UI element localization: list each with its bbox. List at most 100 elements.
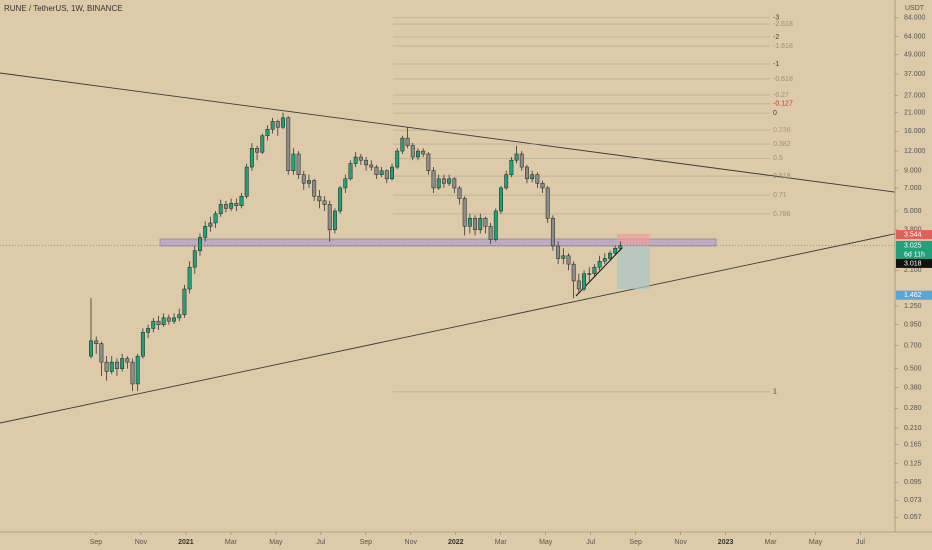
y-tick-label: 37.000 <box>904 71 926 78</box>
fib-label: -1 <box>773 61 779 68</box>
y-tick-label: 49.000 <box>904 52 926 59</box>
candle-body <box>556 245 561 259</box>
fib-label: -1.618 <box>773 43 793 50</box>
candle-body <box>172 317 176 322</box>
candle-body <box>286 117 291 172</box>
candle-body <box>540 182 545 189</box>
y-tick-label: 84.000 <box>904 15 926 22</box>
candle-body <box>281 117 285 128</box>
chart-title: RUNE / TetherUS, 1W, BINANCE <box>4 4 123 13</box>
candle-body <box>166 317 171 322</box>
candle-body <box>478 217 483 231</box>
candle-body <box>332 210 337 231</box>
fib-label: 0.382 <box>773 141 791 148</box>
y-tick-label: 0.380 <box>904 384 922 391</box>
countdown: 6d 11h <box>904 251 925 258</box>
candle-body <box>467 217 472 227</box>
candle-body <box>89 340 93 357</box>
candle-body <box>488 226 493 240</box>
candle-body <box>587 273 592 275</box>
candle-body <box>608 252 612 259</box>
candle-body <box>140 332 145 357</box>
price-marker: 3.544 <box>904 231 922 238</box>
fib-label: 0.618 <box>773 173 791 180</box>
y-tick-label: 27.000 <box>904 92 926 99</box>
candle-body <box>317 196 322 202</box>
candle-body <box>343 178 348 189</box>
candle-body <box>275 121 280 128</box>
candle-body <box>405 137 410 146</box>
candle-body <box>99 343 104 363</box>
x-tick-label: Mar <box>495 539 508 546</box>
candle-body <box>379 170 384 175</box>
y-tick-label: 0.280 <box>904 405 922 412</box>
reward-box <box>617 246 650 289</box>
candle-body <box>307 180 311 184</box>
price-marker-box <box>896 258 932 268</box>
candle-body <box>192 250 197 268</box>
candle-body <box>410 145 415 158</box>
y-tick-label: 0.057 <box>904 514 922 521</box>
x-tick-label: Mar <box>225 539 238 546</box>
y-tick-label: 0.210 <box>904 425 922 432</box>
fib-label: -3 <box>773 15 779 22</box>
y-tick-label: 0.950 <box>904 322 922 329</box>
candle-body <box>457 187 462 199</box>
candle-body <box>483 217 488 227</box>
candle-body <box>182 288 187 315</box>
candle-body <box>441 178 446 184</box>
candle-body <box>358 156 363 161</box>
candle-body <box>561 255 566 259</box>
x-tick-label: Jul <box>316 539 325 546</box>
candle-body <box>416 150 420 158</box>
candle-body <box>452 178 457 189</box>
candle-body <box>208 222 213 227</box>
candle-body <box>296 153 301 175</box>
candle-body <box>421 150 426 155</box>
y-tick-label: 12.000 <box>904 148 926 155</box>
fib-label: 0.786 <box>773 211 791 218</box>
x-tick-label: Jul <box>856 539 865 546</box>
candle-body <box>431 170 436 189</box>
candle-body <box>390 166 394 180</box>
candle-body <box>576 280 581 290</box>
candle-body <box>223 204 228 209</box>
y-tick-label: 0.700 <box>904 342 922 349</box>
candle-body <box>104 361 109 372</box>
candle-body <box>364 159 369 166</box>
price-marker: 1.462 <box>904 292 922 299</box>
candle-body <box>229 202 234 209</box>
candle-body <box>582 273 586 290</box>
candle-body <box>146 328 151 333</box>
price-marker: 3.018 <box>904 260 922 267</box>
price-axis <box>895 0 932 550</box>
y-tick-label: 21.000 <box>904 110 926 117</box>
y-tick-label: 0.500 <box>904 365 922 372</box>
candle-body <box>249 148 254 168</box>
candle-body <box>260 135 265 153</box>
candle-body <box>135 355 140 385</box>
candle-body <box>530 174 535 180</box>
y-tick-label: 7.000 <box>904 185 922 192</box>
candle-body <box>473 217 478 231</box>
x-tick-label: Sep <box>360 539 373 546</box>
x-tick-label: Nov <box>674 539 687 546</box>
y-tick-label: 16.000 <box>904 128 926 135</box>
x-tick-label: May <box>539 539 553 546</box>
candle-body <box>613 248 618 254</box>
x-tick-label: 2021 <box>178 539 194 546</box>
candle-body <box>462 198 467 227</box>
candle-body <box>369 164 374 168</box>
y-tick-label: 9.000 <box>904 168 922 175</box>
y-tick-label: 0.165 <box>904 441 922 448</box>
candle-body <box>151 320 156 329</box>
candle-body <box>550 217 555 247</box>
candle-body <box>120 358 125 369</box>
fib-label: 0.5 <box>773 155 783 162</box>
candle-body <box>234 202 239 206</box>
candle-body <box>265 129 270 137</box>
lower-trendline <box>0 225 932 424</box>
candle-body <box>203 226 208 238</box>
candle-body <box>161 317 166 325</box>
